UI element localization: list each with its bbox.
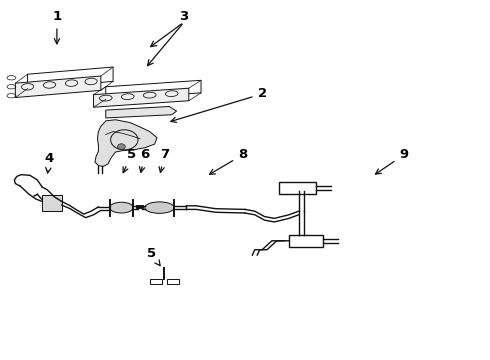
Bar xyxy=(167,279,179,284)
Bar xyxy=(42,195,62,211)
Text: 7: 7 xyxy=(159,148,169,172)
Text: 3: 3 xyxy=(179,10,189,23)
Text: 1: 1 xyxy=(52,10,61,44)
Text: 4: 4 xyxy=(45,152,54,173)
Text: 9: 9 xyxy=(375,148,408,174)
Circle shape xyxy=(118,144,125,149)
Text: 8: 8 xyxy=(210,148,247,174)
Text: 2: 2 xyxy=(171,87,267,122)
Bar xyxy=(279,182,316,194)
Ellipse shape xyxy=(145,202,174,213)
Polygon shape xyxy=(94,88,189,107)
Polygon shape xyxy=(106,107,176,118)
Text: 6: 6 xyxy=(140,148,149,172)
Text: 5: 5 xyxy=(123,148,136,173)
Bar xyxy=(150,279,162,284)
Polygon shape xyxy=(95,120,157,166)
Bar xyxy=(289,234,323,247)
Polygon shape xyxy=(15,76,101,98)
Text: 5: 5 xyxy=(147,247,160,266)
Ellipse shape xyxy=(110,202,133,213)
